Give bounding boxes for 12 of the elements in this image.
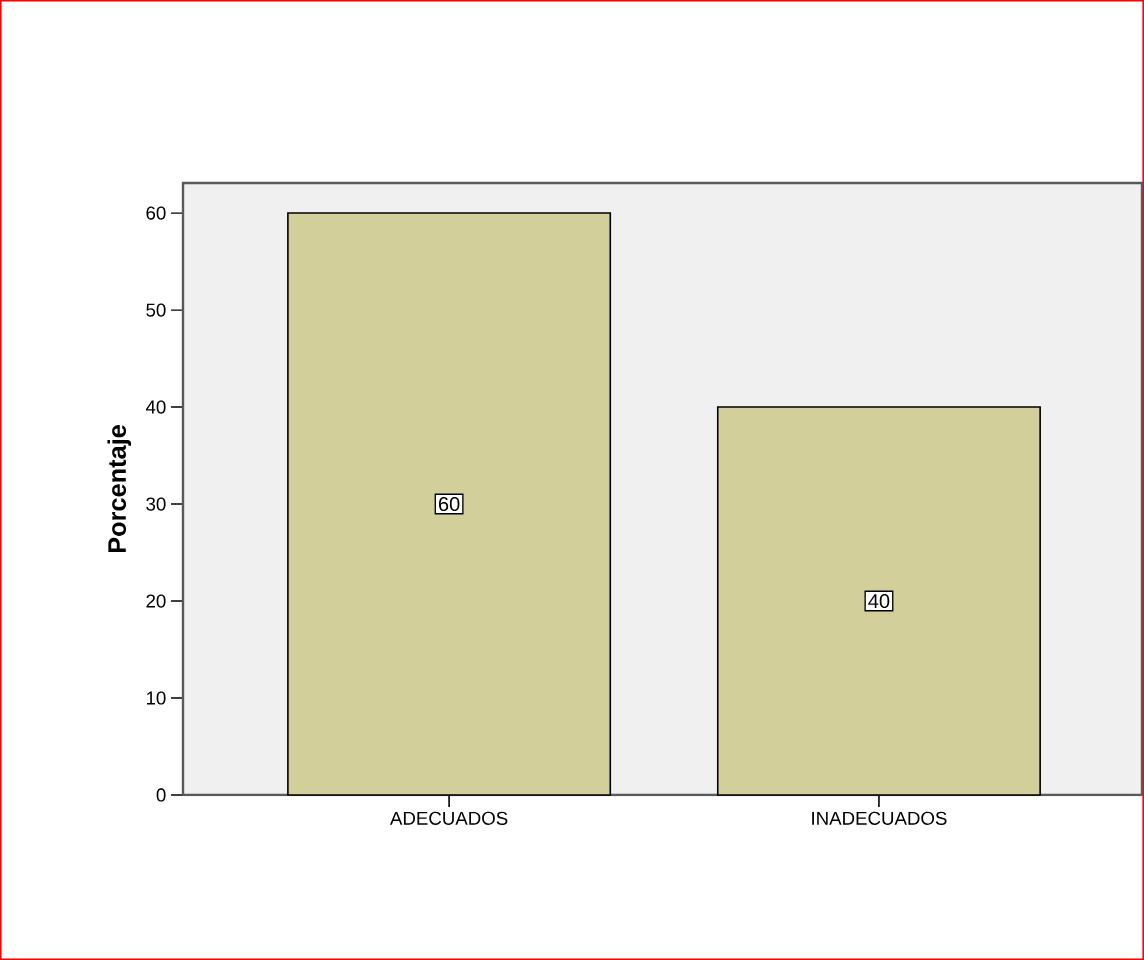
y-tick-label: 40 (145, 400, 166, 414)
y-tick-label: 20 (146, 594, 166, 608)
y-axis-title: Porcentaje (107, 425, 132, 553)
data-label: 60 (438, 496, 460, 512)
y-tick-label: 0 (156, 788, 166, 802)
y-tick-label: 10 (146, 691, 166, 705)
y-tick-label: 60 (146, 206, 166, 220)
data-label: 40 (868, 593, 890, 609)
x-tick-label: ADECUADOS (390, 811, 508, 825)
y-tick-label: 30 (146, 497, 166, 511)
x-tick-label: INADECUADOS (812, 811, 947, 825)
y-tick-label: 50 (146, 303, 166, 317)
